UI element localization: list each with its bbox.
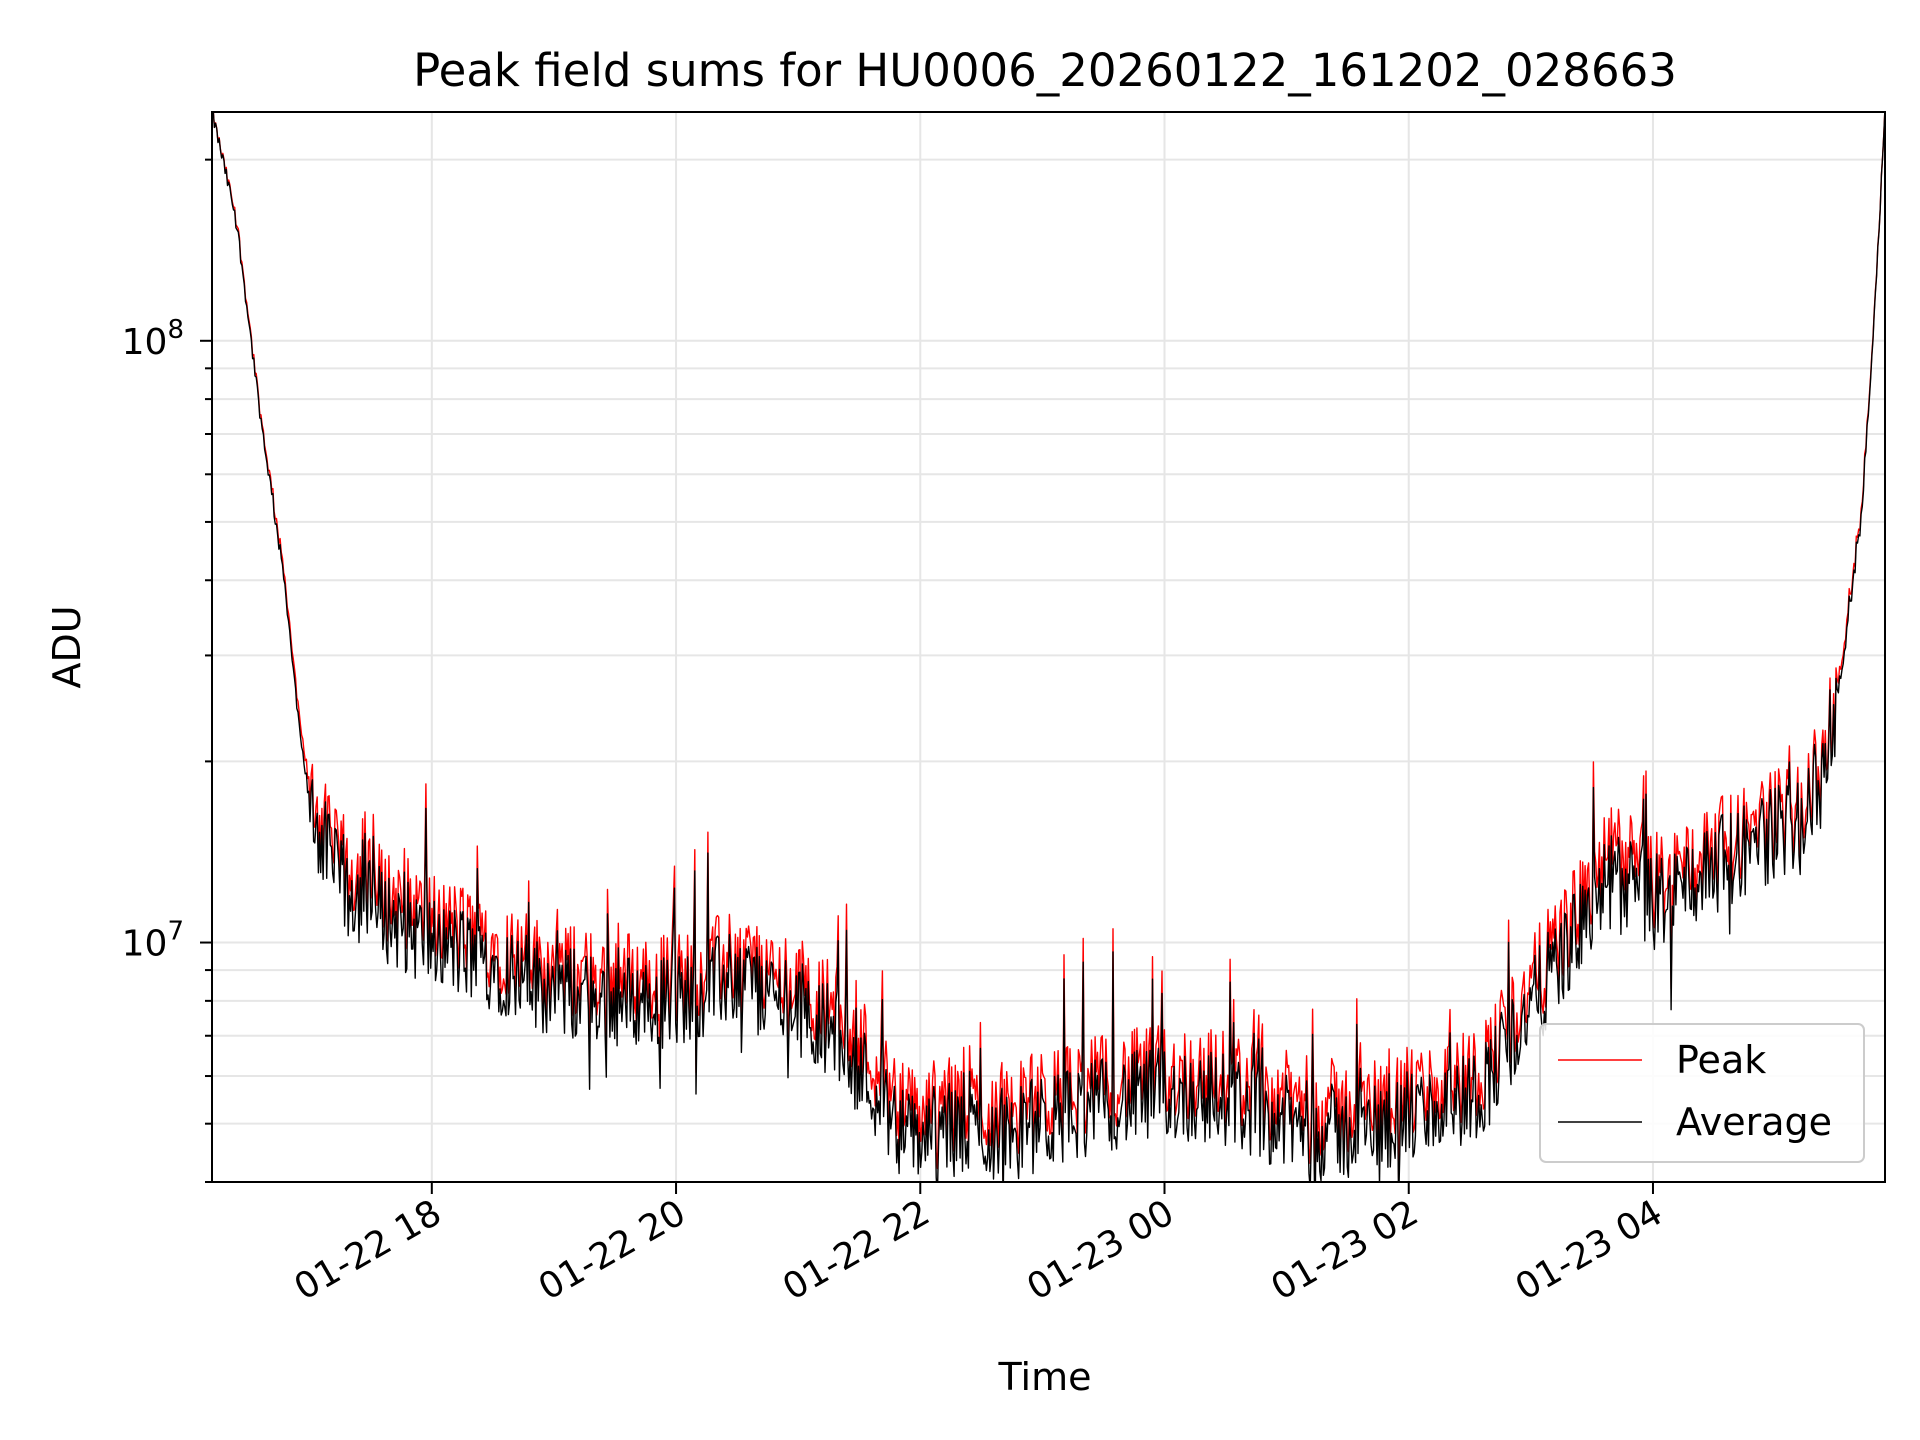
series-line-average xyxy=(212,112,1885,1182)
chart-title: Peak field sums for HU0006_20260122_1612… xyxy=(413,44,1677,97)
series-group xyxy=(212,112,1885,1182)
legend-box xyxy=(1539,1023,1865,1163)
series-line-peak xyxy=(212,112,1885,1182)
y-tick-label: 108 xyxy=(122,315,184,363)
x-axis-label: Time xyxy=(998,1355,1092,1399)
legend: Peak Average xyxy=(1539,1023,1865,1163)
y-axis-label: ADU xyxy=(45,605,89,688)
grid-lines xyxy=(212,112,1885,1183)
plot-frame xyxy=(211,111,1886,1183)
y-tick-label: 107 xyxy=(122,917,184,965)
legend-label-peak: Peak xyxy=(1676,1038,1766,1082)
legend-label-average: Average xyxy=(1676,1100,1832,1144)
